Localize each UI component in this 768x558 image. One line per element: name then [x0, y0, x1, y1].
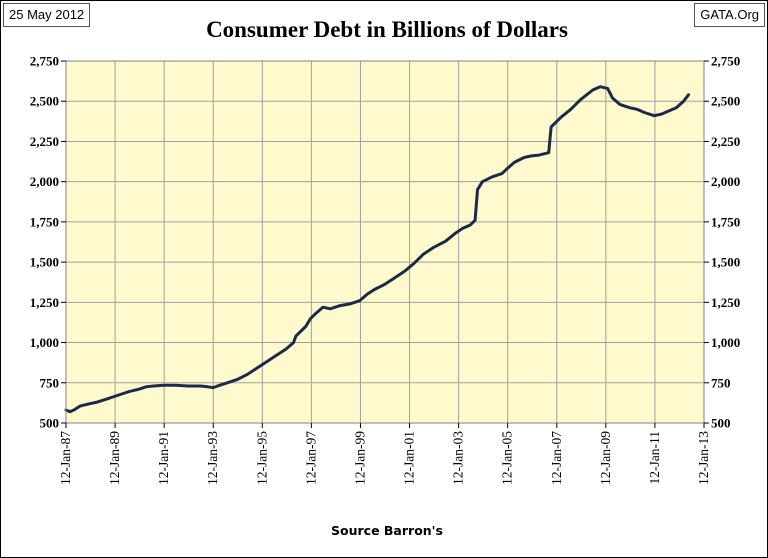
x-tick-label: 12-Jan-93: [205, 431, 220, 485]
x-tick-label: 12-Jan-11: [647, 431, 662, 485]
y-tick-label-right: 1,750: [711, 214, 740, 229]
plot-border: [65, 60, 705, 424]
series-layer: [64, 85, 690, 414]
x-axis: 12-Jan-87 12-Jan-89 12-Jan-91 12-Jan-93 12-J…: [58, 423, 711, 485]
x-tick-label: 12-Jan-03: [451, 431, 466, 485]
date-label: 25 May 2012: [3, 3, 91, 27]
y-tick-label-right: 2,000: [711, 174, 740, 189]
y-tick-label-left: 2,250: [30, 134, 59, 149]
x-tick-label: 12-Jan-95: [254, 431, 269, 485]
x-tick-label: 12-Jan-05: [500, 431, 515, 485]
y-tick-label-left: 1,000: [30, 335, 59, 350]
y-tick-label-right: 2,750: [711, 54, 740, 69]
x-tick-label: 12-Jan-89: [107, 431, 122, 485]
y-axis-right: 500 750 1,000 1,250 1,500 1,750 2,000 2,250 2,50…: [704, 54, 740, 431]
y-tick-label-right: 2,500: [711, 94, 740, 109]
y-tick-label-left: 500: [40, 416, 60, 431]
y-axis-left: 500 750 1,000 1,250 1,500 1,750 2,000 2,250 2,50…: [30, 54, 66, 431]
plot-area: [66, 61, 704, 423]
x-tick-label: 12-Jan-87: [58, 431, 73, 485]
x-tick-label: 12-Jan-91: [156, 431, 171, 485]
source-label: GATA.Org: [694, 3, 765, 27]
x-tick-label: 12-Jan-07: [549, 431, 564, 485]
y-tick-label-right: 500: [711, 416, 731, 431]
y-tick-label-left: 1,750: [30, 214, 59, 229]
y-tick-label-left: 2,750: [30, 54, 59, 69]
y-tick-label-left: 750: [40, 375, 60, 390]
y-tick-label-right: 2,250: [711, 134, 740, 149]
y-tick-label-left: 1,500: [30, 255, 59, 270]
series-line: [64, 85, 690, 414]
y-tick-label-left: 2,500: [30, 94, 59, 109]
x-tick-label: 12-Jan-97: [303, 431, 318, 485]
y-tick-label-right: 750: [711, 375, 731, 390]
y-tick-label-right: 1,500: [711, 255, 740, 270]
chart-title: Consumer Debt in Billions of Dollars: [206, 17, 568, 42]
x-tick-label: 12-Jan-99: [352, 431, 367, 485]
y-tick-label-left: 2,000: [30, 174, 59, 189]
x-tick-label: 12-Jan-09: [598, 431, 613, 485]
x-axis-label: Source Barron's: [331, 523, 443, 538]
x-tick-label: 12-Jan-13: [696, 431, 711, 485]
y-tick-label-right: 1,000: [711, 335, 740, 350]
x-tick-label: 12-Jan-01: [402, 431, 417, 485]
y-tick-label-left: 1,250: [30, 295, 59, 310]
y-tick-label-right: 1,250: [711, 295, 740, 310]
